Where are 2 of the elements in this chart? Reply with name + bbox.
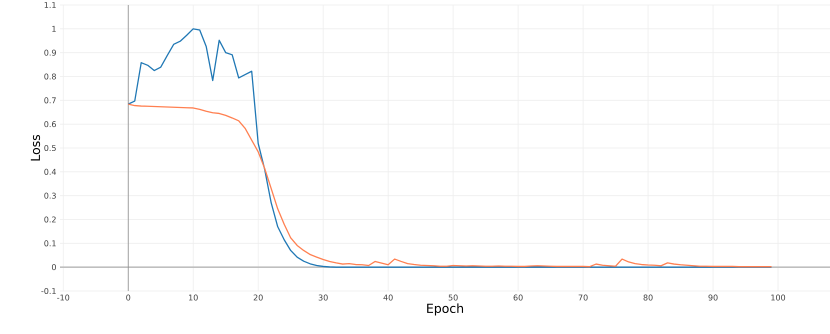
y-axis-title: Loss xyxy=(30,134,40,160)
x-axis-title: Epoch xyxy=(427,303,464,316)
